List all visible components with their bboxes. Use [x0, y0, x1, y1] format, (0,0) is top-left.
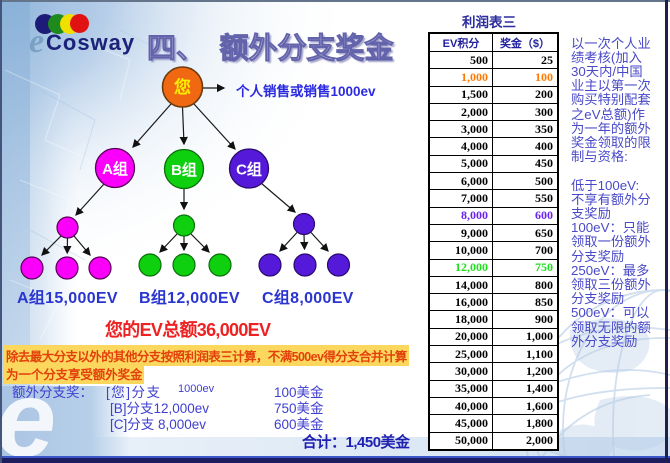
- svg-text:A组: A组: [102, 160, 128, 178]
- svg-text:您: 您: [174, 77, 191, 97]
- svg-text:C组: C组: [236, 161, 262, 179]
- svg-text:B组: B组: [171, 161, 197, 179]
